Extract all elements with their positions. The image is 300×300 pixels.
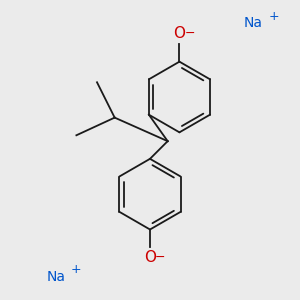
Text: −: − [184, 27, 195, 40]
Text: −: − [155, 251, 166, 264]
Text: O: O [144, 250, 156, 265]
Text: Na: Na [46, 270, 65, 283]
Text: +: + [71, 263, 82, 276]
Text: O: O [173, 26, 185, 41]
Text: +: + [268, 10, 279, 22]
Text: Na: Na [244, 16, 262, 30]
